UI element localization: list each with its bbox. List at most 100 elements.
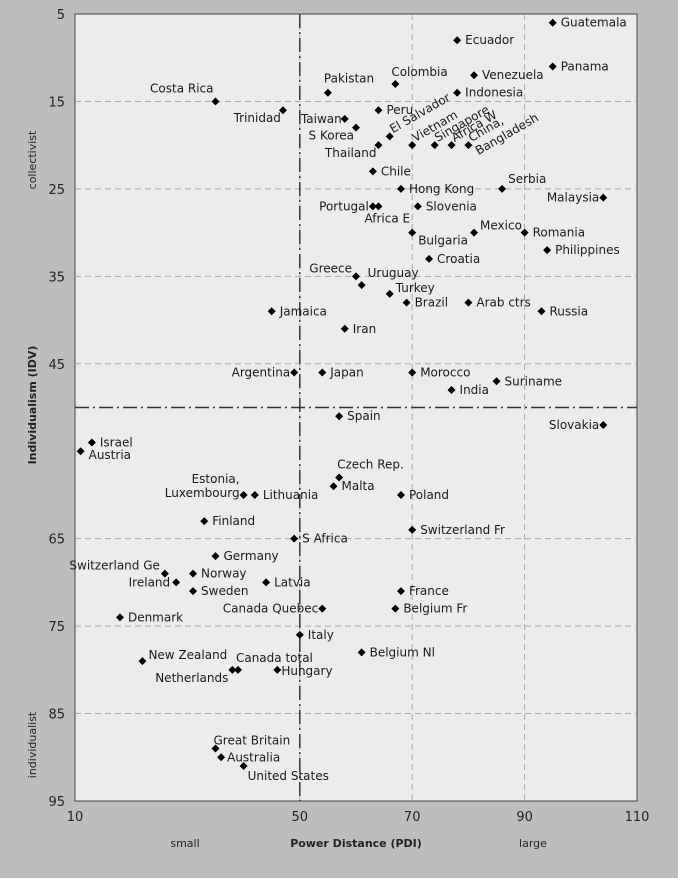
data-point (228, 665, 237, 674)
point-label: Switzerland Fr (420, 523, 505, 537)
data-point (599, 193, 608, 202)
data-point (425, 254, 434, 263)
data-point (599, 420, 608, 429)
point-label: Thailand (324, 146, 377, 160)
data-point (408, 141, 417, 150)
point-label: Jamaica (279, 304, 327, 318)
point-label: India (460, 383, 489, 397)
y-tick-label: 35 (48, 270, 65, 285)
data-point (233, 665, 242, 674)
point-label: Taiwan (300, 112, 342, 126)
y-tick-label: 65 (48, 533, 65, 548)
data-point (211, 744, 220, 753)
point-label: Belgium Nl (370, 645, 435, 659)
point-label: Austria (89, 448, 131, 462)
y-tick-label: 15 (48, 95, 65, 110)
point-label: France (409, 584, 449, 598)
x-right-label: large (519, 837, 547, 850)
point-label: Hungary (281, 664, 332, 678)
x-tick-label: 90 (516, 810, 533, 825)
data-point (368, 167, 377, 176)
x-tick-label: 70 (404, 810, 421, 825)
data-point (239, 762, 248, 771)
point-label: Morocco (420, 366, 470, 380)
point-label: Spain (347, 409, 381, 423)
point-label: Estonia, (192, 472, 240, 486)
data-point (396, 490, 405, 499)
data-point (335, 473, 344, 482)
point-label: Colombia (391, 65, 447, 79)
point-label: Finland (212, 514, 255, 528)
data-point (87, 438, 96, 447)
data-point (290, 534, 299, 543)
data-point (211, 552, 220, 561)
data-point (217, 753, 226, 762)
data-point (453, 36, 462, 45)
point-label: New Zealand (148, 648, 227, 662)
data-point (211, 97, 220, 106)
point-label: Serbia (508, 172, 546, 186)
point-label: Pakistan (324, 72, 374, 86)
point-label: Uruguay (368, 266, 419, 280)
data-point (453, 88, 462, 97)
point-label: Ecuador (465, 33, 514, 47)
data-point (290, 368, 299, 377)
point-label: Australia (227, 750, 280, 764)
data-point (160, 569, 169, 578)
point-label: Mexico (480, 219, 522, 233)
y-axis-ticks: 5 15 25 35 45 65 75 85 95 (48, 8, 65, 810)
point-label: Belgium Fr (403, 602, 467, 616)
data-point (402, 298, 411, 307)
data-point (352, 272, 360, 281)
data-point (335, 412, 344, 421)
point-label: Canada Quebec (223, 602, 319, 616)
data-point (470, 228, 479, 237)
point-label: Japan (329, 366, 363, 380)
x-axis-ticks: 10 50 70 90 110 (67, 810, 650, 825)
x-tick-label: 110 (625, 810, 650, 825)
data-point (430, 141, 439, 150)
point-label: Malta (342, 479, 375, 493)
data-point (318, 604, 327, 613)
point-label: Panama (561, 59, 609, 73)
data-point (498, 184, 507, 193)
point-label: Portugal (319, 199, 369, 213)
data-point (262, 578, 271, 587)
point-label: Switzerland Ge (69, 559, 160, 573)
point-label: Sweden (201, 584, 248, 598)
data-point (200, 517, 209, 526)
data-point (357, 281, 366, 290)
point-label: Russia (549, 304, 588, 318)
data-point (464, 141, 473, 150)
point-label: Iran (353, 322, 376, 336)
data-point (374, 202, 383, 211)
data-point (408, 228, 417, 237)
data-point (267, 307, 276, 316)
y-top-label: collectivist (26, 130, 39, 189)
data-point (396, 587, 405, 596)
point-label: Lithuania (263, 488, 319, 502)
data-point (329, 482, 338, 491)
point-label: Norway (201, 567, 247, 581)
data-point (374, 106, 383, 115)
point-label: United States (248, 769, 329, 783)
point-label: Denmark (128, 610, 183, 624)
data-point (250, 490, 259, 499)
data-point (189, 587, 198, 596)
y-tick-label: 95 (48, 795, 65, 810)
point-label: Turkey (395, 281, 435, 295)
point-label: Philippines (555, 243, 620, 257)
point-label: Suriname (505, 374, 563, 388)
point-label: Czech Rep. (337, 457, 404, 471)
data-point (189, 569, 198, 578)
data-point (447, 386, 456, 395)
data-point (172, 578, 181, 587)
data-point (413, 202, 422, 211)
point-label: Guatemala (561, 16, 627, 30)
point-label: Slovakia (549, 418, 599, 432)
data-point (357, 648, 366, 657)
y-axis-title: Individualism (IDV) (26, 346, 39, 465)
data-point (548, 18, 557, 27)
data-point (391, 79, 400, 88)
point-label: Africa E (364, 211, 410, 225)
